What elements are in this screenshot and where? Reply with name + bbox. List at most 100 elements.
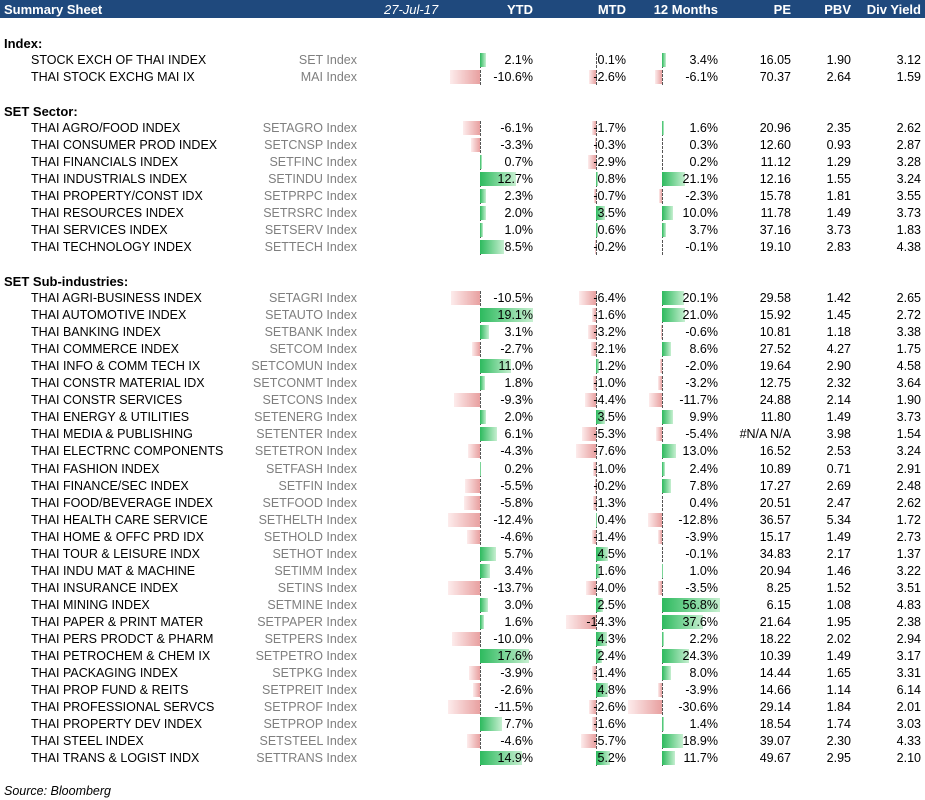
mtd-axis-line bbox=[596, 479, 597, 494]
m12-value: -3.9% bbox=[685, 683, 718, 697]
ytd-value: 0.2% bbox=[504, 462, 534, 476]
div-yield-value: 2.01 bbox=[896, 700, 921, 714]
div-yield-value: 3.64 bbox=[896, 376, 921, 390]
mtd-value: -14.3% bbox=[586, 615, 626, 629]
m12-axis-line bbox=[662, 393, 663, 408]
pbv-value: 2.02 bbox=[826, 632, 851, 646]
ticker-label: SETINDU Index bbox=[268, 172, 357, 186]
pbv-value: 1.18 bbox=[826, 325, 851, 339]
table-row: THAI PETROCHEM & CHEM IX SETPETRO Index 17… bbox=[0, 648, 925, 665]
pbv-value: 1.49 bbox=[826, 530, 851, 544]
pe-value: 16.52 bbox=[759, 444, 791, 458]
mtd-axis-line bbox=[596, 427, 597, 442]
m12-value: 0.2% bbox=[689, 155, 719, 169]
index-name: THAI STEEL INDEX bbox=[31, 734, 144, 748]
index-name: THAI PROPERTY/CONST IDX bbox=[31, 189, 203, 203]
mtd-bar bbox=[596, 751, 610, 765]
m12-bar bbox=[662, 734, 683, 748]
pe-value: 34.83 bbox=[759, 547, 791, 561]
pe-value: 19.64 bbox=[759, 359, 791, 373]
m12-axis-line bbox=[662, 240, 663, 255]
index-name: THAI RESOURCES INDEX bbox=[31, 206, 184, 220]
ticker-label: SETPROP Index bbox=[263, 717, 357, 731]
div-yield-value: 4.38 bbox=[896, 240, 921, 254]
ytd-axis-line bbox=[480, 734, 481, 749]
index-name: THAI AUTOMOTIVE INDEX bbox=[31, 308, 187, 322]
m12-bar bbox=[662, 666, 671, 680]
table-row: THAI AGRI-BUSINESS INDEX SETAGRI Index -10… bbox=[0, 290, 925, 307]
m12-axis-line bbox=[662, 359, 663, 374]
ticker-label: SETSERV Index bbox=[264, 223, 357, 237]
pbv-value: 2.30 bbox=[826, 734, 851, 748]
mtd-axis-line bbox=[596, 308, 597, 323]
pbv-value: 1.49 bbox=[826, 206, 851, 220]
mtd-bar bbox=[595, 240, 596, 254]
pbv-value: 4.27 bbox=[826, 342, 851, 356]
mtd-axis-line bbox=[596, 393, 597, 408]
table-row: THAI INDU MAT & MACHINE SETIMM Index 3.4% 1… bbox=[0, 563, 925, 580]
ticker-label: SETPREIT Index bbox=[262, 683, 357, 697]
m12-bar bbox=[657, 530, 662, 544]
ticker-label: SETPETRO Index bbox=[255, 649, 357, 663]
header-bar: Summary Sheet 27-Jul-17 YTD MTD 12 Month… bbox=[0, 0, 925, 18]
ticker-label: SETCNSP Index bbox=[264, 138, 357, 152]
pe-value: 15.92 bbox=[759, 308, 791, 322]
m12-value: 0.4% bbox=[689, 496, 719, 510]
mtd-bar bbox=[596, 632, 608, 646]
pe-value: 12.75 bbox=[759, 376, 791, 390]
div-yield-value: 6.14 bbox=[896, 683, 921, 697]
mtd-axis-line bbox=[596, 325, 597, 340]
ytd-bar bbox=[480, 717, 502, 731]
index-name: THAI TOUR & LEISURE INDX bbox=[31, 547, 201, 561]
pbv-value: 1.46 bbox=[826, 564, 851, 578]
ytd-bar bbox=[480, 547, 496, 561]
mtd-value: -2.1% bbox=[593, 342, 626, 356]
pe-value: 16.05 bbox=[759, 53, 791, 67]
mtd-bar bbox=[589, 70, 596, 84]
mtd-value: -2.9% bbox=[593, 155, 626, 169]
mtd-bar bbox=[584, 393, 596, 407]
m12-value: 9.9% bbox=[689, 410, 719, 424]
m12-value: -6.1% bbox=[685, 70, 718, 84]
mtd-value: 3.5% bbox=[597, 206, 627, 220]
pe-value: 39.07 bbox=[759, 734, 791, 748]
mtd-bar bbox=[593, 462, 596, 476]
report-date: 27-Jul-17 bbox=[384, 2, 439, 17]
index-name: THAI PAPER & PRINT MATER bbox=[31, 615, 204, 629]
pbv-value: 2.53 bbox=[826, 444, 851, 458]
table-row: THAI HOME & OFFC PRD IDX SETHOLD Index -4.… bbox=[0, 529, 925, 546]
section-title: SET Sector: bbox=[4, 104, 78, 119]
mtd-axis-line bbox=[596, 376, 597, 391]
m12-value: 3.4% bbox=[689, 53, 719, 67]
pe-value: 12.16 bbox=[759, 172, 791, 186]
mtd-bar bbox=[589, 700, 596, 714]
index-name: THAI AGRI-BUSINESS INDEX bbox=[31, 291, 202, 305]
m12-value: -3.5% bbox=[685, 581, 718, 595]
table-row: THAI STOCK EXCHG MAI IX MAI Index -10.6% -2… bbox=[0, 69, 925, 86]
ticker-label: SETBANK Index bbox=[264, 325, 357, 339]
mtd-value: -2.6% bbox=[593, 70, 626, 84]
pe-value: 20.96 bbox=[759, 121, 791, 135]
div-yield-value: 2.72 bbox=[896, 308, 921, 322]
ytd-value: -2.7% bbox=[500, 342, 533, 356]
mtd-bar bbox=[593, 376, 596, 390]
mtd-axis-line bbox=[596, 121, 597, 136]
pbv-value: 3.73 bbox=[826, 223, 851, 237]
pe-value: 49.67 bbox=[759, 751, 791, 765]
m12-value: -0.6% bbox=[685, 325, 718, 339]
pe-value: 27.52 bbox=[759, 342, 791, 356]
div-yield-value: 2.87 bbox=[896, 138, 921, 152]
ytd-bar bbox=[450, 70, 480, 84]
index-name: THAI INDU MAT & MACHINE bbox=[31, 564, 196, 578]
table-row: THAI PROPERTY/CONST IDX SETPRPC Index 2.3%… bbox=[0, 188, 925, 205]
mtd-value: -0.7% bbox=[593, 189, 626, 203]
m12-axis-line bbox=[662, 700, 663, 715]
m12-axis-line bbox=[662, 513, 663, 528]
mtd-value: -0.2% bbox=[593, 240, 626, 254]
ytd-bar bbox=[463, 496, 480, 510]
pe-value: 14.44 bbox=[759, 666, 791, 680]
m12-value: -0.1% bbox=[685, 240, 718, 254]
m12-bar bbox=[662, 444, 677, 458]
index-name: THAI HEALTH CARE SERVICE bbox=[31, 513, 208, 527]
mtd-bar bbox=[596, 649, 603, 663]
